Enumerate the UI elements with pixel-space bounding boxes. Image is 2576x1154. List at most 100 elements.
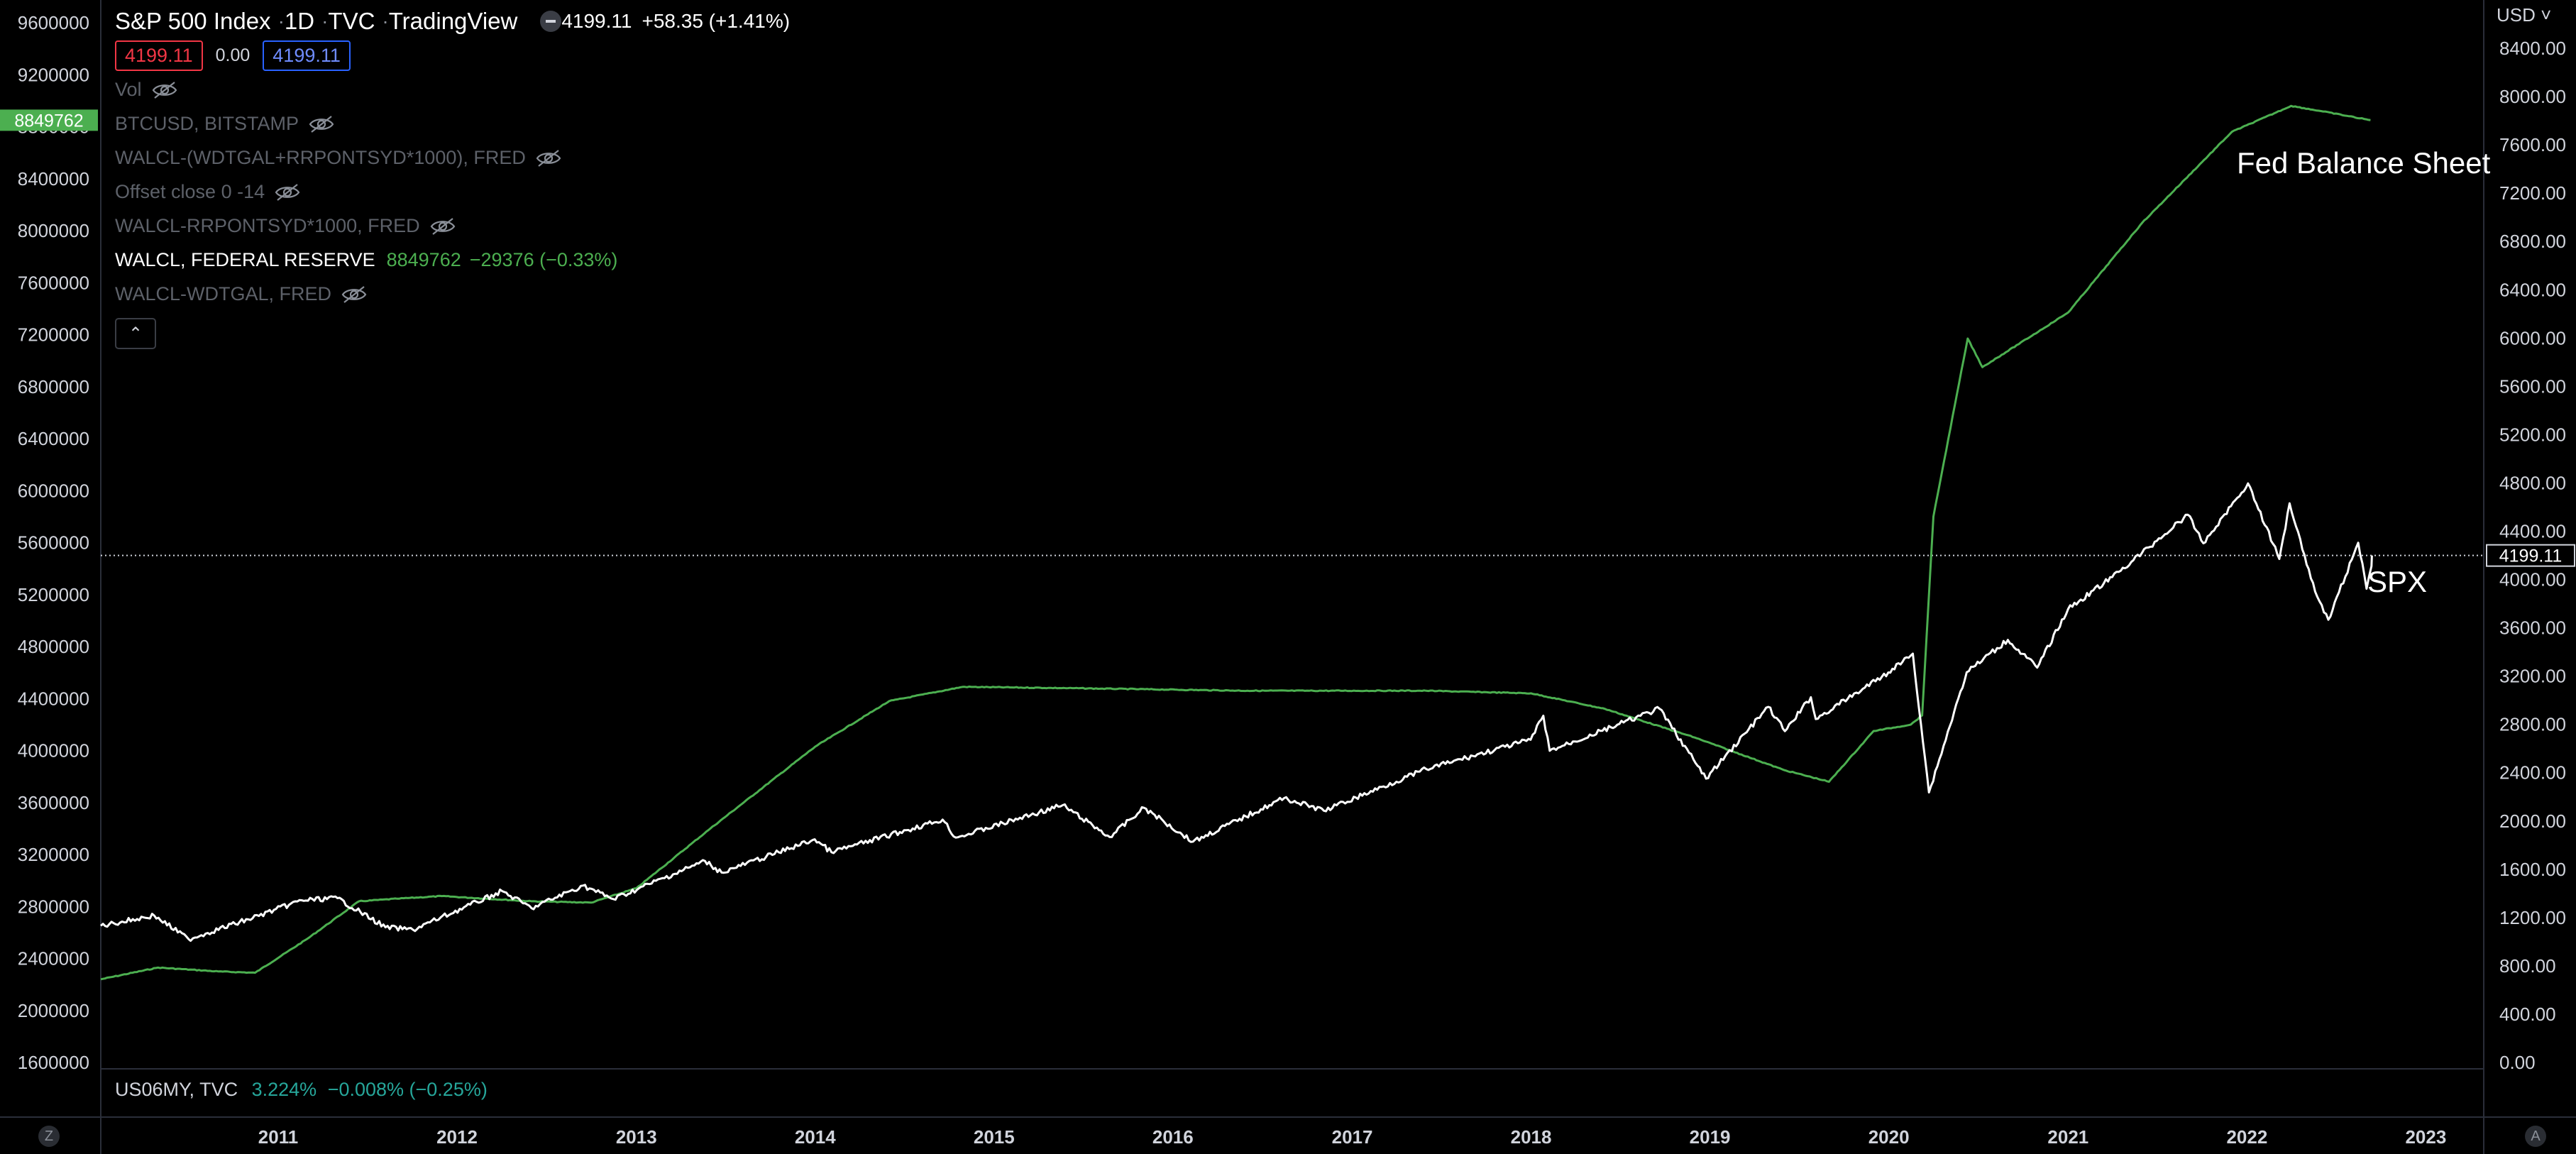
right-axis-tick-label: 4000.00 [2499, 569, 2566, 590]
right-axis-tick-label: 800.00 [2499, 955, 2556, 977]
right-axis-tick-label: 8400.00 [2499, 38, 2566, 59]
left-axis-tick-label: 3600000 [18, 792, 89, 813]
buy-button[interactable]: 4199.11 [263, 40, 351, 71]
chevron-up-icon: ⌃ [128, 324, 143, 344]
left-axis-tick-label: 8400000 [18, 168, 89, 189]
indicator-row[interactable]: Vol [115, 72, 790, 106]
indicator-label[interactable]: WALCL-(WDTGAL+RRPONTSYD*1000), FRED [115, 146, 526, 168]
left-axis-tick-label: 2800000 [18, 896, 89, 917]
left-axis-tick-label: 2000000 [18, 1000, 89, 1021]
auto-scale-icon[interactable]: A [2525, 1126, 2546, 1147]
left-price-axis[interactable]: 9600000920000088000008400000800000076000… [18, 12, 89, 1073]
right-axis-tick-label: 2400.00 [2499, 762, 2566, 784]
right-price-axis[interactable]: 8400.00 8000.00 7600.00 7200.00 6800.00 6400.… [2499, 38, 2566, 1073]
time-axis-tick-label: 2014 [795, 1126, 836, 1148]
indicator-row[interactable]: WALCL-(WDTGAL+RRPONTSYD*1000), FRED [115, 141, 790, 175]
time-axis-tick-label: 2013 [616, 1126, 657, 1148]
eye-hidden-icon[interactable] [331, 283, 367, 305]
right-last-value-tag [2486, 544, 2575, 567]
sell-button[interactable]: 4199.11 [115, 40, 203, 71]
left-axis-tick-label: 9200000 [18, 64, 89, 85]
fed-balance-sheet-label: Fed Balance Sheet [2237, 146, 2491, 180]
right-axis-tick-label: 6000.00 [2499, 327, 2566, 348]
zoom-icon[interactable]: Z [38, 1126, 60, 1147]
spx-label: SPX [2367, 565, 2428, 598]
indicator-label[interactable]: WALCL-WDTGAL, FRED [115, 282, 332, 304]
indicator-row[interactable]: WALCL, FEDERAL RESERVE 8849762 −29376 (−0.… [115, 243, 790, 277]
left-axis-tick-label: 6800000 [18, 376, 89, 397]
last-price: 4199.11 [561, 10, 632, 32]
fed-balance-sheet-line [100, 104, 2371, 981]
sub-pane-symbol[interactable]: US06MY, TVC [115, 1079, 238, 1100]
chevron-down-icon: ˅ [2535, 4, 2552, 26]
right-axis-tick-label: 0.00 [2499, 1052, 2536, 1073]
right-axis-tick-label: 5600.00 [2499, 375, 2566, 397]
separator-dot: · [277, 10, 285, 32]
indicator-label[interactable]: WALCL-RRPONTSYD*1000, FRED [115, 214, 420, 236]
separator-dot: · [382, 10, 389, 32]
eye-hidden-icon[interactable] [299, 113, 334, 135]
indicator-row[interactable]: Offset close 0 -14 [115, 175, 790, 209]
right-axis-tick-label: 2800.00 [2499, 714, 2566, 735]
series-layer [100, 104, 2373, 981]
left-axis-tick-label: 6400000 [18, 428, 89, 449]
time-axis-tick-label: 2015 [974, 1126, 1015, 1148]
eye-hidden-icon[interactable] [265, 181, 300, 203]
time-axis[interactable]: 2011 2012 2013 2014 2015 2016 2017 2018 2019 2020… [258, 1126, 2447, 1148]
right-axis-tick-label: 2000.00 [2499, 810, 2566, 832]
indicator-row[interactable]: BTCUSD, BITSTAMP [115, 106, 790, 141]
eye-hidden-icon[interactable] [420, 215, 456, 237]
indicator-change: −29376 (−0.33%) [469, 248, 618, 270]
left-axis-tick-label: 1600000 [18, 1052, 89, 1073]
left-axis-tick-label: 3200000 [18, 844, 89, 865]
right-axis-tick-label: 400.00 [2499, 1004, 2556, 1025]
minimize-icon[interactable] [540, 11, 562, 32]
left-axis-tick-label: 5600000 [18, 532, 89, 554]
eye-hidden-icon[interactable] [526, 147, 561, 169]
chart-legend: S&P 500 Index · 1D · TVC · TradingView 4… [115, 4, 790, 349]
collapse-legend-button[interactable]: ⌃ [115, 318, 156, 349]
indicator-value: 8849762 [386, 248, 461, 270]
left-axis-tick-label: 9600000 [18, 12, 89, 33]
exchange: TVC [328, 8, 375, 34]
right-axis-tick-label: 1600.00 [2499, 859, 2566, 880]
right-axis-tick-label: 7200.00 [2499, 182, 2566, 204]
indicator-label[interactable]: WALCL, FEDERAL RESERVE [115, 248, 375, 270]
time-axis-tick-label: 2019 [1690, 1126, 1731, 1148]
time-axis-tick-label: 2022 [2226, 1126, 2267, 1148]
indicator-label[interactable]: Vol [115, 78, 142, 100]
price-change: +58.35 (+1.41%) [642, 10, 791, 32]
indicator-row[interactable]: WALCL-WDTGAL, FRED [115, 277, 790, 311]
indicator-list: Vol BTCUSD, BITSTAMP WALCL-(WDTGAL+RRPONTS… [115, 72, 790, 311]
separator-dot: · [321, 10, 329, 32]
right-axis-tick-label: 8000.00 [2499, 86, 2566, 107]
left-axis-tick-label: 7200000 [18, 324, 89, 346]
right-axis-tick-label: 1200.00 [2499, 907, 2566, 928]
data-source: TradingView [388, 8, 518, 34]
right-axis-tick-label: 3600.00 [2499, 617, 2566, 639]
right-axis-tick-label: 6400.00 [2499, 279, 2566, 300]
symbol-name[interactable]: S&P 500 Index [115, 8, 271, 34]
sub-pane-change: −0.008% (−0.25%) [327, 1079, 488, 1100]
spx-line [100, 482, 2373, 943]
main-series-legend[interactable]: S&P 500 Index · 1D · TVC · TradingView 4… [115, 4, 790, 38]
left-axis-tick-label: 8000000 [18, 220, 89, 241]
time-axis-tick-label: 2021 [2047, 1126, 2088, 1148]
indicator-row[interactable]: WALCL-RRPONTSYD*1000, FRED [115, 209, 790, 243]
sub-pane-value: 3.224% [251, 1079, 317, 1100]
indicator-label[interactable]: BTCUSD, BITSTAMP [115, 112, 299, 134]
left-axis-tick-label: 6000000 [18, 480, 89, 501]
sub-pane-legend[interactable]: US06MY, TVC 3.224% −0.008% (−0.25%) [115, 1079, 488, 1101]
left-axis-tick-label: 2400000 [18, 948, 89, 969]
indicator-label[interactable]: Offset close 0 -14 [115, 180, 265, 202]
left-axis-tick-label: 4000000 [18, 740, 89, 762]
time-axis-tick-label: 2011 [258, 1126, 298, 1148]
interval[interactable]: 1D [284, 8, 315, 34]
right-last-value-text: 4199.11 [2499, 546, 2563, 566]
eye-hidden-icon[interactable] [142, 79, 177, 101]
currency-selector[interactable]: USD ˅ [2497, 4, 2551, 26]
buy-sell-row: 4199.11 0.00 4199.11 [115, 38, 790, 72]
time-axis-tick-label: 2018 [1511, 1126, 1552, 1148]
